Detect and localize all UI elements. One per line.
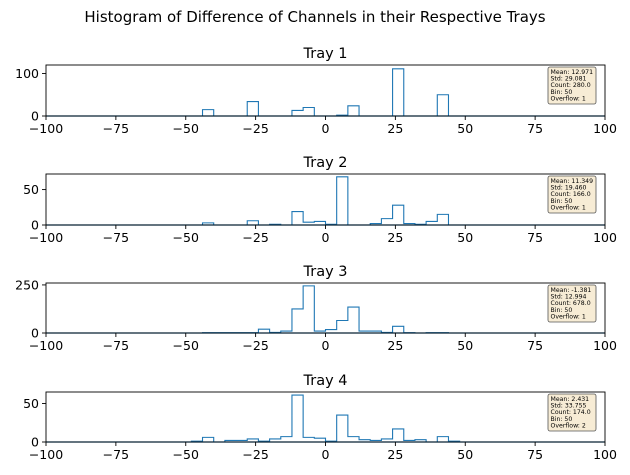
figure-title: Histogram of Difference of Channels in t… [84,8,545,26]
stats-line: Std: 29.081 [551,76,587,83]
x-tick-label: 25 [387,121,403,136]
panel-tray-1: Tray 1 −100 −75 −50 −25 0 25 50 75 100 0 100 Mean: 1… [15,46,617,136]
stats-line: Count: 678.0 [551,300,591,307]
stats-line: Count: 174.0 [551,409,591,416]
panels: Tray 1 −100 −75 −50 −25 0 25 50 75 100 0 100 Mean: 1… [15,46,617,462]
x-tick-label: −75 [103,230,129,245]
x-tick-label: 0 [322,230,330,245]
stats-line: Bin: 50 [551,89,573,96]
x-tick-label: −100 [29,121,63,136]
x-tick-label: 0 [322,338,330,353]
stats-box-frame [547,393,597,432]
panel-tray-4: Tray 4 −100 −75 −50 −25 0 25 50 75 100 0 50 Mean: 2.… [23,373,617,462]
stats-line: Std: 12.994 [551,294,587,301]
x-tick-label: −100 [29,230,63,245]
stats-line: Overflow: 1 [551,95,586,102]
y-tick-label: 250 [15,277,39,292]
panel-title: Tray 3 [303,264,348,280]
x-tick-label: −25 [242,230,268,245]
histogram-outline [201,176,450,226]
y-tick-label: 0 [31,326,39,341]
x-tick-label: 50 [457,338,473,353]
stats-line: Bin: 50 [551,307,573,314]
panel-tray-3: Tray 3 −100 −75 −50 −25 0 25 50 75 100 0 250 Mean: -… [15,264,617,353]
x-tick-label: 100 [593,121,617,136]
x-tick-label: 50 [457,121,473,136]
x-tick-label: 75 [527,447,543,462]
x-tick-label: −75 [103,447,129,462]
stats-box-frame [547,284,597,323]
x-tick-label: 0 [322,121,330,136]
x-tick-label: 75 [527,121,543,136]
x-tick-label: 75 [527,230,543,245]
y-tick-label: 50 [23,396,39,411]
x-tick-label: −100 [29,447,63,462]
x-tick-label: −50 [173,447,199,462]
panel-title: Tray 4 [303,373,348,389]
x-tick-label: 50 [457,230,473,245]
x-tick-label: 100 [593,230,617,245]
stats-line: Overflow: 1 [551,204,586,211]
stats-line: Std: 33.755 [551,403,587,410]
panel-title: Tray 1 [303,46,348,62]
x-tick-label: −75 [103,338,129,353]
histogram-outline [190,394,461,443]
stats-line: Count: 280.0 [551,82,591,89]
x-tick-label: 100 [593,338,617,353]
y-tick-label: 0 [31,218,39,233]
stats-line: Overflow: 1 [551,313,586,320]
stats-line: Std: 19.460 [551,185,587,192]
x-tick-label: −75 [103,121,129,136]
y-tick-label: 0 [31,435,39,450]
x-tick-label: −50 [173,121,199,136]
stats-line: Count: 166.0 [551,191,591,198]
y-tick-label: 0 [31,109,39,124]
x-tick-label: −50 [173,338,199,353]
x-tick-label: −50 [173,230,199,245]
stats-line: Mean: 2.431 [551,396,590,403]
x-tick-label: 25 [387,338,403,353]
stats-line: Mean: -1.381 [551,287,592,294]
y-tick-label: 100 [15,66,39,81]
x-tick-label: 0 [322,447,330,462]
y-tick-label: 50 [23,182,39,197]
stats-line: Bin: 50 [551,416,573,423]
x-tick-label: 25 [387,447,403,462]
x-tick-label: −25 [242,338,268,353]
x-tick-label: 100 [593,447,617,462]
x-tick-label: 50 [457,447,473,462]
x-tick-label: −25 [242,121,268,136]
panel-tray-2: Tray 2 −100 −75 −50 −25 0 25 50 75 100 0 50 Mean: 11… [23,155,617,245]
x-tick-label: 75 [527,338,543,353]
stats-line: Bin: 50 [551,198,573,205]
stats-line: Overflow: 2 [551,422,586,429]
x-tick-label: −25 [242,447,268,462]
x-tick-label: −100 [29,338,63,353]
stats-box-frame [547,175,597,214]
stats-line: Mean: 12.971 [551,69,594,76]
x-tick-label: 25 [387,230,403,245]
panel-title: Tray 2 [303,155,348,171]
stats-line: Mean: 11.349 [551,178,594,185]
stats-box-frame [547,66,597,105]
